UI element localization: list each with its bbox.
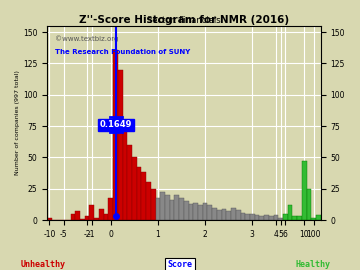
Bar [274, 215, 278, 220]
Bar [132, 157, 137, 220]
Bar [141, 173, 146, 220]
Bar [151, 189, 156, 220]
Bar [207, 205, 212, 220]
Bar [316, 215, 321, 220]
Bar [245, 214, 250, 220]
Bar [99, 209, 104, 220]
Bar [311, 218, 316, 220]
Bar [160, 193, 165, 220]
Bar [71, 214, 75, 220]
Text: 0.1649: 0.1649 [100, 120, 132, 129]
Bar [75, 211, 80, 220]
Bar [156, 198, 160, 220]
Bar [85, 216, 90, 220]
Bar [302, 161, 307, 220]
Bar [94, 218, 99, 220]
Bar [170, 200, 175, 220]
Text: Score: Score [167, 260, 193, 269]
Text: Healthy: Healthy [296, 260, 331, 269]
Bar [231, 208, 236, 220]
Bar [118, 70, 122, 220]
Bar [137, 167, 141, 220]
Bar [165, 195, 170, 220]
Bar [108, 198, 113, 220]
Bar [269, 216, 274, 220]
Text: ©www.textbiz.org: ©www.textbiz.org [55, 35, 118, 42]
Bar [127, 145, 132, 220]
Text: Sector: Financials: Sector: Financials [147, 16, 221, 25]
Bar [113, 50, 118, 220]
Bar [179, 198, 184, 220]
Bar [264, 215, 269, 220]
Bar [260, 216, 264, 220]
Bar [226, 211, 231, 220]
Bar [297, 216, 302, 220]
Bar [47, 218, 52, 220]
Bar [104, 214, 108, 220]
Bar [193, 202, 198, 220]
Bar [198, 205, 203, 220]
Bar [146, 183, 151, 220]
Bar [250, 214, 255, 220]
Bar [184, 201, 189, 220]
Text: Unhealthy: Unhealthy [21, 260, 66, 269]
Bar [236, 210, 240, 220]
Bar [212, 208, 217, 220]
Bar [283, 214, 288, 220]
Bar [292, 216, 297, 220]
Bar [189, 204, 193, 220]
Bar [278, 218, 283, 220]
Bar [175, 195, 179, 220]
Bar [240, 212, 245, 220]
Bar [203, 202, 207, 220]
Bar [307, 189, 311, 220]
Title: Z''-Score Histogram for NMR (2016): Z''-Score Histogram for NMR (2016) [79, 15, 289, 25]
Y-axis label: Number of companies (997 total): Number of companies (997 total) [15, 70, 20, 176]
Bar [90, 205, 94, 220]
Bar [222, 209, 226, 220]
Bar [217, 210, 222, 220]
Bar [255, 215, 260, 220]
Text: The Research Foundation of SUNY: The Research Foundation of SUNY [55, 49, 190, 55]
Bar [80, 219, 85, 220]
Bar [122, 120, 127, 220]
Bar [288, 205, 292, 220]
